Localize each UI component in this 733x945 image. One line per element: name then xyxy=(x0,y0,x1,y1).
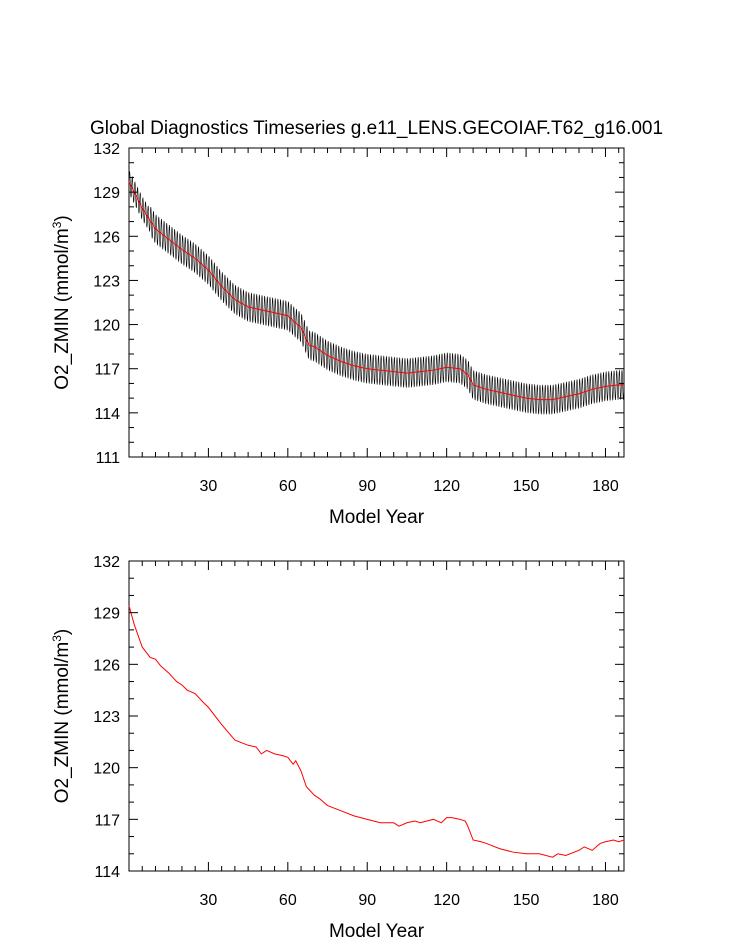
x-tick-label: 90 xyxy=(358,892,376,909)
y-tick-label: 129 xyxy=(93,185,120,202)
y-tick-label: 117 xyxy=(94,812,120,829)
y-tick-label: 111 xyxy=(96,450,120,467)
y-tick-label: 132 xyxy=(93,141,120,158)
x-axis-label: Model Year xyxy=(329,921,425,942)
plot-frame xyxy=(128,560,625,872)
y-tick-label: 114 xyxy=(94,864,120,881)
y-tick-label: 114 xyxy=(94,406,120,423)
y-tick-label: 123 xyxy=(93,273,120,290)
x-tick-label: 120 xyxy=(433,892,460,909)
y-tick-label: 120 xyxy=(93,318,120,335)
x-tick-label: 180 xyxy=(592,478,619,495)
y-tick-label: 129 xyxy=(93,606,120,623)
chart-title: Global Diagnostics Timeseries g.e11_LENS… xyxy=(90,118,663,139)
x-tick-label: 150 xyxy=(513,478,540,495)
top-panel: 30 60 90 120 150 180 111 114 117 120 123 126 129 132 M… xyxy=(50,118,663,528)
y-axis-label: O2_ZMIN (mmol/m3) xyxy=(50,215,73,390)
series-line-annual-mean xyxy=(128,181,624,401)
y-tick-label: 120 xyxy=(93,761,120,778)
x-tick-label: 60 xyxy=(279,892,297,909)
plot-frame xyxy=(128,147,625,458)
y-tick-label: 117 xyxy=(94,362,120,379)
x-tick-label: 180 xyxy=(592,892,619,909)
y-axis-label: O2_ZMIN (mmol/m3) xyxy=(50,629,73,804)
series-line-monthly xyxy=(128,171,625,415)
x-tick-label: 30 xyxy=(200,892,218,909)
y-tick-label: 126 xyxy=(93,229,120,246)
bottom-panel: 30 60 90 120 150 180 114 117 120 123 126 129 132 Mode… xyxy=(50,554,625,942)
y-tick-label: 123 xyxy=(93,709,120,726)
series-line-annual-mean xyxy=(128,605,625,858)
x-tick-label: 120 xyxy=(433,478,460,495)
x-tick-label: 60 xyxy=(279,478,297,495)
y-tick-label: 132 xyxy=(93,554,120,571)
x-tick-label: 30 xyxy=(200,478,218,495)
x-tick-label: 150 xyxy=(513,892,540,909)
x-axis-label: Model Year xyxy=(329,507,425,528)
y-tick-label: 126 xyxy=(93,657,120,674)
x-tick-label: 90 xyxy=(358,478,376,495)
